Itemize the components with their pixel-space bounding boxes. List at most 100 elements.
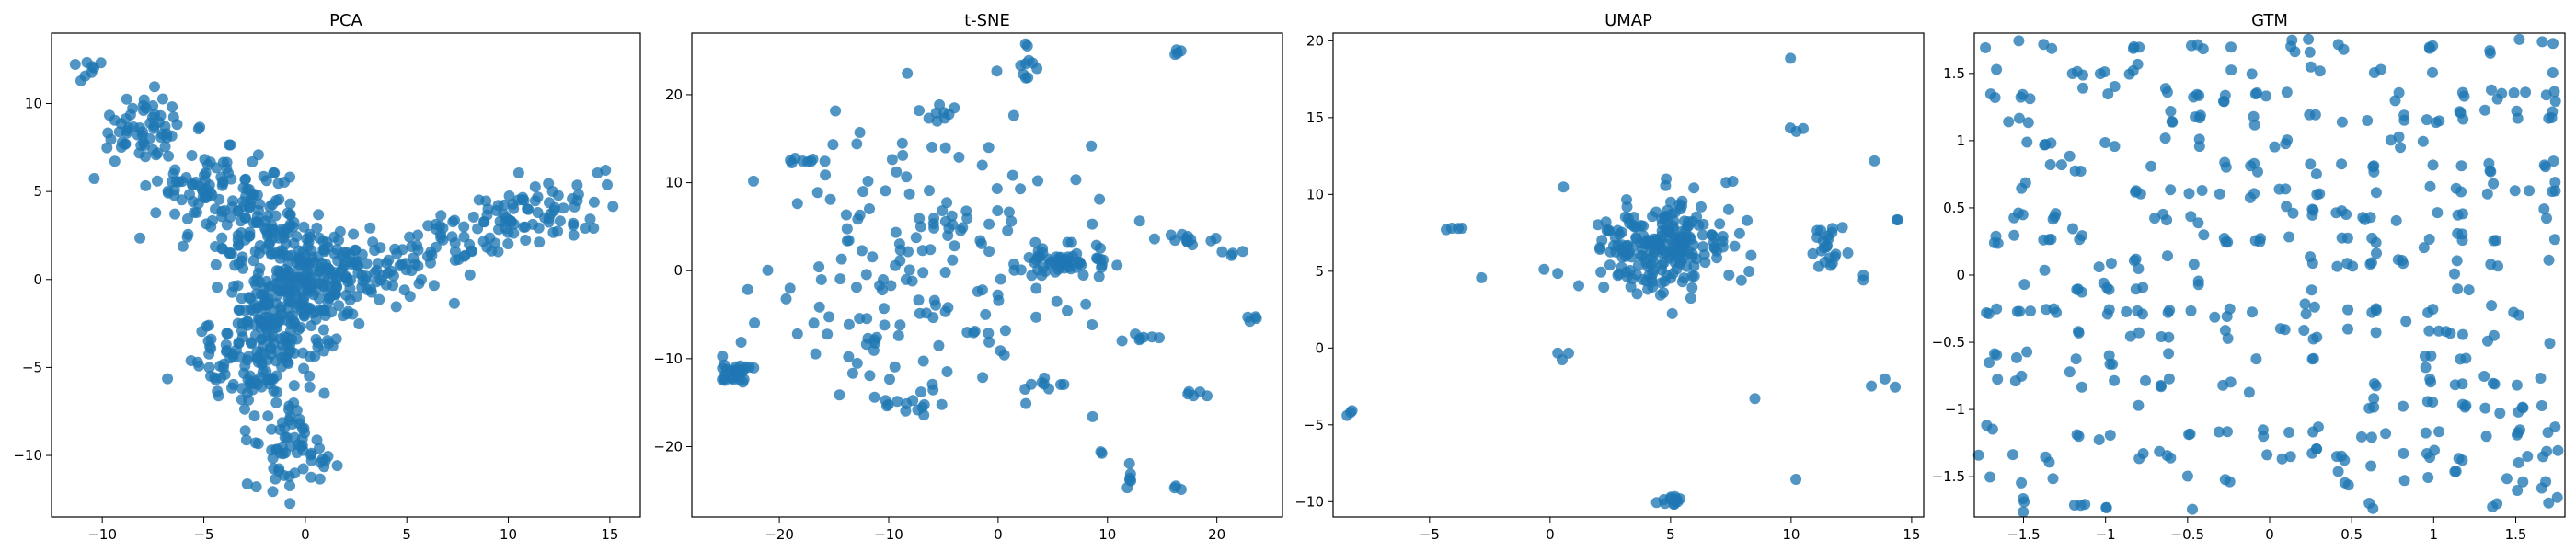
scatter-point-pca	[311, 434, 323, 446]
scatter-point-tsne	[917, 267, 929, 279]
scatter-point-tsne	[906, 275, 918, 287]
scatter-point-pca	[266, 423, 278, 435]
scatter-point-tsne	[1006, 169, 1018, 181]
scatter-point-pca	[265, 343, 277, 355]
scatter-point-pca	[350, 245, 362, 257]
scatter-point-tsne	[892, 329, 904, 341]
scatter-point-gtm	[2524, 185, 2536, 197]
scatter-point-gtm	[2284, 451, 2296, 463]
scatter-point-umap	[1631, 221, 1643, 233]
scatter-point-gtm	[2145, 160, 2157, 172]
scatter-point-tsne	[762, 264, 774, 276]
scatter-point-gtm	[2548, 234, 2560, 246]
scatter-point-pca	[265, 332, 277, 344]
scatter-point-gtm	[2132, 305, 2144, 316]
y-axis-gtm: −1.5 −1 −0.5 0 0.5 1 1.5	[1932, 65, 1974, 485]
scatter-point-gtm	[2077, 69, 2088, 81]
scatter-point-tsne	[953, 151, 965, 163]
scatter-point-gtm	[2161, 214, 2173, 226]
scatter-point-gtm	[2449, 268, 2460, 280]
scatter-point-tsne	[928, 222, 940, 234]
scatter-point-gtm	[2123, 68, 2135, 80]
scatter-point-pca	[266, 444, 278, 456]
scatter-point-pca	[435, 229, 447, 241]
scatter-point-pca	[149, 109, 161, 121]
scatter-point-gtm	[1981, 420, 1993, 431]
scatter-point-pca	[284, 480, 295, 491]
scatter-point-gtm	[2304, 46, 2316, 58]
scatter-point-gtm	[2511, 379, 2523, 391]
scatter-point-tsne	[1063, 255, 1075, 267]
scatter-point-tsne	[854, 127, 866, 138]
scatter-point-tsne	[810, 348, 822, 360]
scatter-point-umap	[1446, 223, 1457, 234]
scatter-point-umap	[1798, 122, 1809, 134]
scatter-point-pca	[316, 257, 328, 269]
scatter-point-pca	[327, 340, 339, 352]
y-tick-label-umap: 0	[1315, 339, 1324, 356]
scatter-point-gtm	[2305, 61, 2317, 73]
scatter-point-tsne	[824, 193, 836, 205]
scatter-point-tsne	[1053, 261, 1065, 273]
scatter-point-pca	[558, 202, 569, 214]
scatter-point-gtm	[2456, 208, 2468, 220]
scatter-point-umap	[1836, 222, 1848, 234]
scatter-point-umap	[1594, 244, 1605, 255]
scatter-point-pca	[348, 228, 360, 240]
scatter-point-umap	[1735, 274, 1747, 286]
scatter-point-umap	[1631, 288, 1643, 300]
x-axis-umap: −5 0 5 10 15	[1420, 517, 1920, 543]
scatter-point-umap	[1673, 199, 1685, 211]
scatter-point-tsne	[737, 376, 749, 388]
scatter-point-pca	[152, 147, 164, 159]
scatter-point-pca	[88, 173, 100, 184]
scatter-point-pca	[322, 451, 334, 462]
scatter-point-pca	[356, 282, 368, 293]
scatter-point-umap	[1654, 289, 1666, 301]
scatter-point-gtm	[2488, 329, 2500, 341]
scatter-point-pca	[333, 300, 345, 312]
scatter-point-gtm	[2018, 496, 2030, 508]
scatter-point-pca	[361, 258, 373, 270]
scatter-point-gtm	[2398, 475, 2410, 487]
scatter-point-tsne	[914, 213, 926, 224]
scatter-point-pca	[318, 387, 330, 399]
scatter-point-gtm	[2163, 373, 2175, 385]
scatter-point-gtm	[2456, 328, 2468, 340]
scatter-point-tsne	[868, 391, 880, 403]
scatter-point-umap	[1600, 216, 1612, 228]
scatter-point-gtm	[2218, 233, 2230, 244]
scatter-point-gtm	[2188, 259, 2200, 270]
scatter-point-tsne	[791, 328, 803, 339]
scatter-point-tsne	[939, 267, 951, 278]
scatter-point-pca	[147, 100, 159, 111]
scatter-point-tsne	[1180, 233, 1192, 245]
scatter-point-pca	[216, 211, 228, 223]
scatter-point-gtm	[2217, 379, 2229, 391]
y-tick-label-gtm: −1.5	[1932, 468, 1965, 485]
scatter-point-tsne	[943, 109, 955, 121]
scatter-point-pca	[260, 175, 272, 187]
scatter-point-umap	[1456, 223, 1468, 234]
scatter-point-tsne	[834, 273, 846, 285]
scatter-point-gtm	[2552, 444, 2564, 456]
scatter-point-pca	[270, 247, 282, 259]
scatter-point-gtm	[2016, 182, 2028, 194]
scatter-point-tsne	[1169, 235, 1181, 247]
scatter-point-gtm	[2299, 298, 2311, 310]
scatter-point-gtm	[2163, 348, 2175, 360]
scatter-point-gtm	[2371, 247, 2382, 259]
scatter-point-gtm	[2312, 421, 2324, 433]
scatter-point-pca	[212, 282, 223, 293]
scatter-point-pca	[305, 471, 317, 483]
scatter-point-gtm	[2367, 502, 2379, 514]
scatter-points-gtm	[1972, 33, 2564, 518]
scatter-point-tsne	[734, 364, 746, 376]
scatter-point-pca	[232, 205, 244, 217]
scatter-point-pca	[109, 155, 121, 167]
scatter-point-pca	[239, 403, 250, 415]
scatter-point-gtm	[2390, 214, 2402, 226]
scatter-point-gtm	[1984, 357, 1995, 369]
